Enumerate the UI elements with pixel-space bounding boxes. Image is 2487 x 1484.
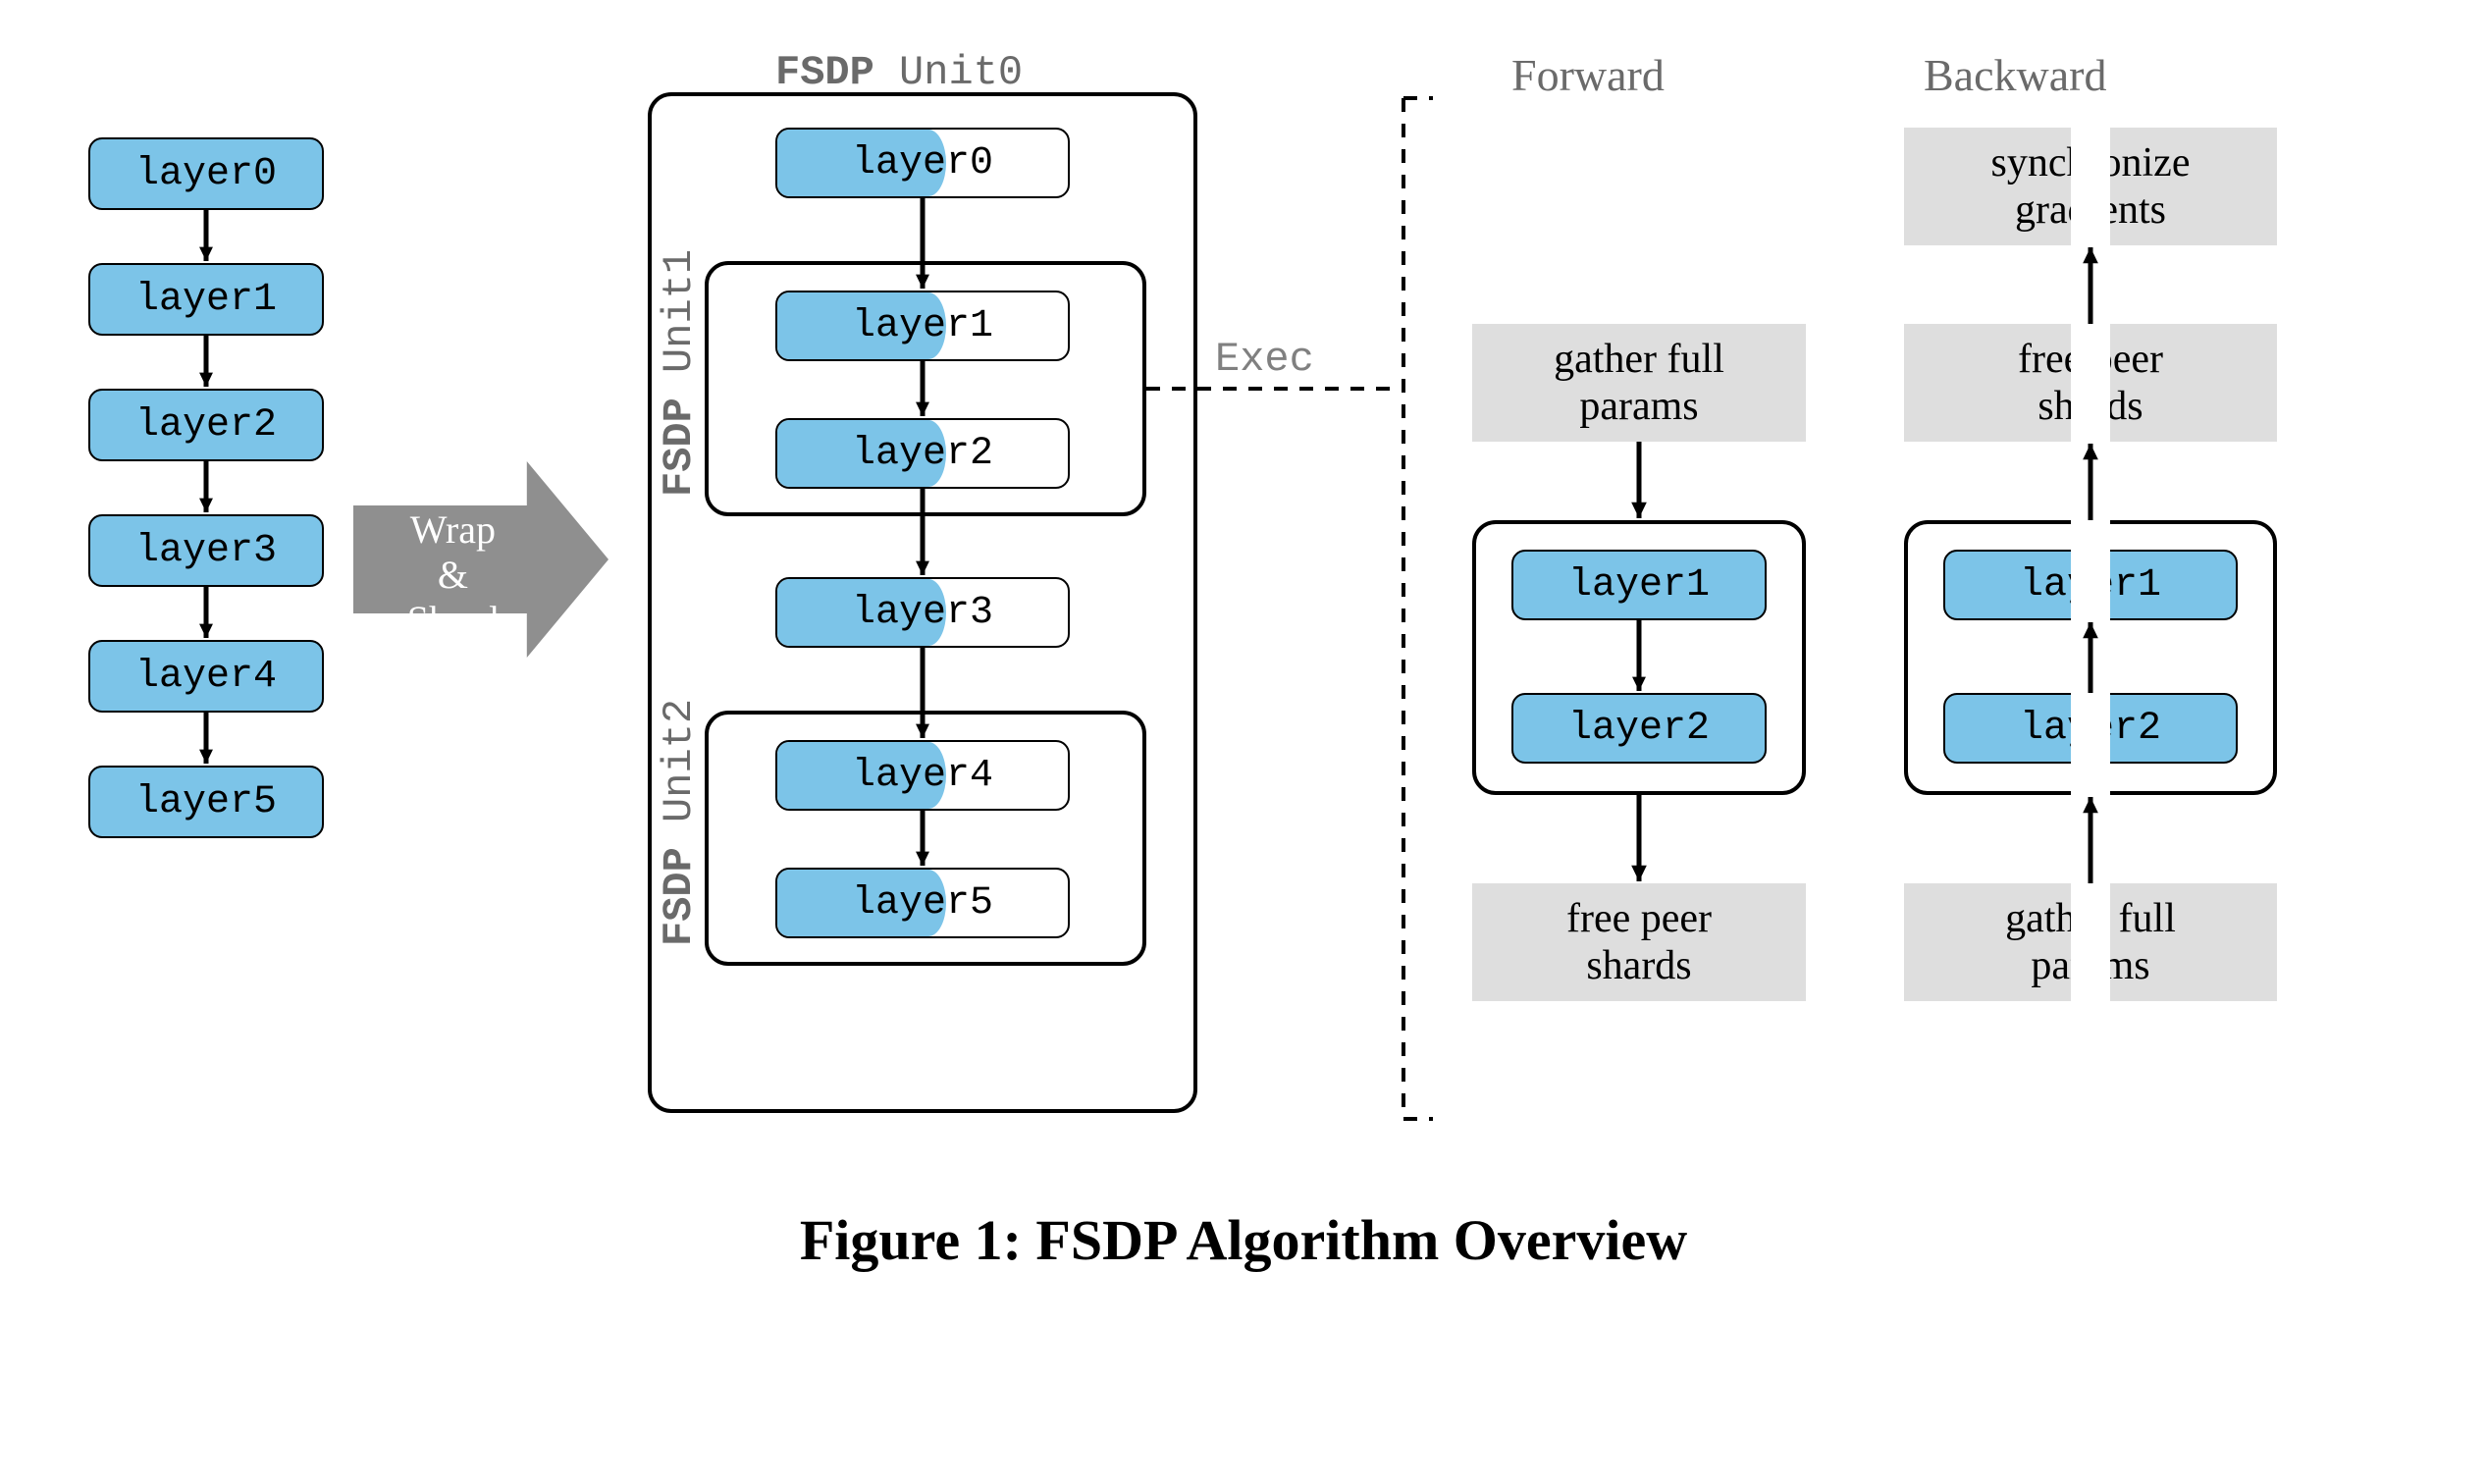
layer-label: layer4 [852, 754, 993, 798]
layer-label: layer2 [852, 432, 993, 476]
layer-label: layer1 [852, 304, 993, 348]
layer-label: layer5 [852, 881, 993, 926]
figure-caption: Figure 1: FSDP Algorithm Overview [0, 1207, 2487, 1273]
layer-label: layer3 [852, 591, 993, 635]
layer-label: layer0 [852, 141, 993, 186]
